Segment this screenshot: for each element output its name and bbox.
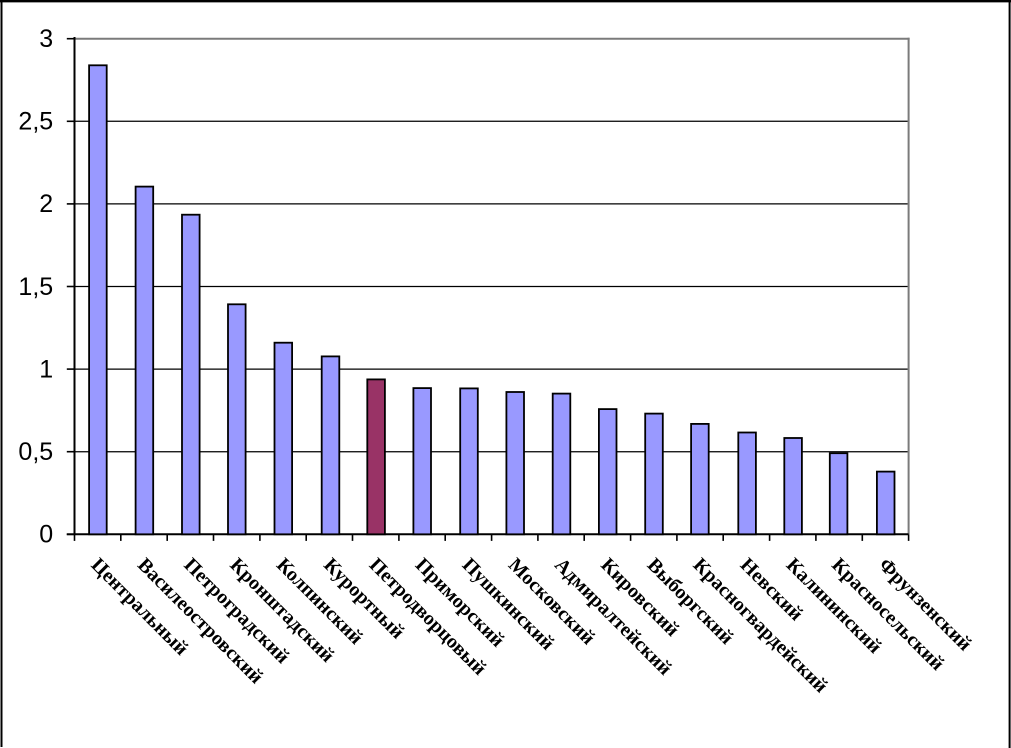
svg-text:2: 2 (39, 190, 53, 218)
svg-text:1,5: 1,5 (18, 273, 53, 301)
svg-text:1: 1 (39, 355, 53, 383)
svg-text:3: 3 (39, 25, 53, 53)
svg-text:0,5: 0,5 (18, 438, 53, 466)
svg-text:0: 0 (39, 521, 53, 549)
svg-text:2,5: 2,5 (18, 108, 53, 136)
